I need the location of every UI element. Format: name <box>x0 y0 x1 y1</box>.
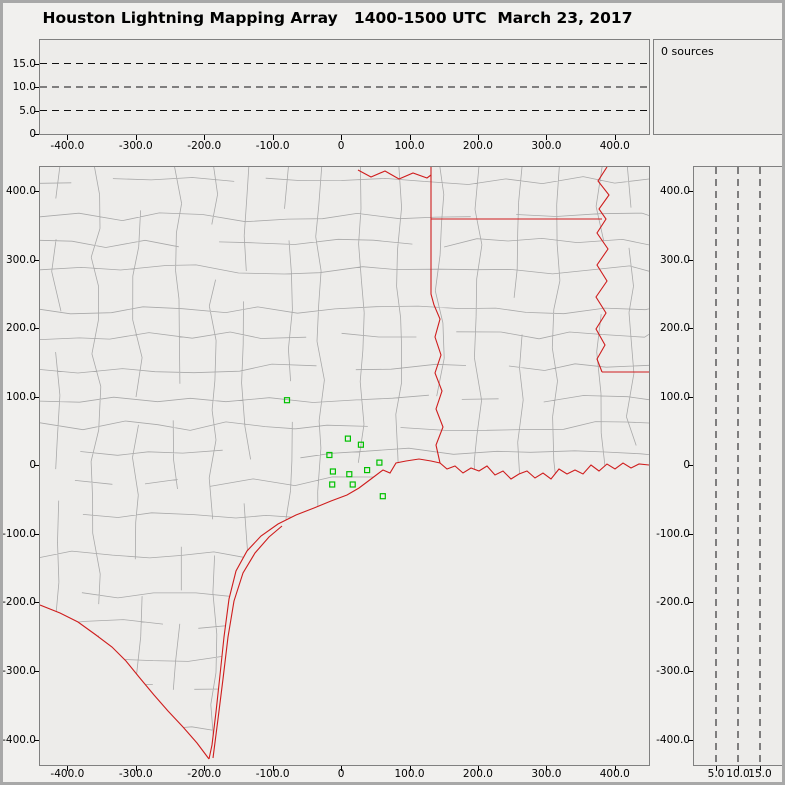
map-x-tick-label: -400.0 <box>50 768 85 780</box>
station-marker <box>364 467 371 474</box>
map-x-tick-label: 400.0 <box>599 768 630 780</box>
ns-panel-y-tick-label: -100.0 <box>656 527 690 540</box>
altitude-x-tick-label: 10.0 <box>726 768 750 780</box>
axis-tick <box>477 766 479 771</box>
axis-tick <box>341 766 343 771</box>
axis-tick <box>341 135 343 140</box>
altitude-y-tick-label: 5.0 <box>19 104 36 117</box>
red-river-boundary <box>357 169 432 180</box>
altitude-vs-east-west-panel[interactable] <box>39 39 650 135</box>
ns-panel-y-tick-label: 0 <box>683 459 690 472</box>
altitude-y-tick-label: 10.0 <box>12 81 36 93</box>
axis-tick <box>409 766 411 771</box>
altitude-y-tick-label: 0 <box>29 128 36 140</box>
ew-km-tick-label: -100.0 <box>255 140 290 152</box>
map-x-tick-label: -300.0 <box>118 768 153 780</box>
axis-tick <box>67 766 69 771</box>
barrier-island-boundary <box>212 525 283 759</box>
station-marker <box>349 481 356 488</box>
page-title: Houston Lightning Mapping Array 1400-150… <box>42 9 633 27</box>
axis-tick <box>546 766 548 771</box>
map-y-tick-label: 0 <box>29 459 36 472</box>
altitude-vs-north-south-panel[interactable] <box>693 166 782 766</box>
axis-tick <box>409 135 411 140</box>
ns-panel-y-tick-label: 100.0 <box>659 390 690 403</box>
station-marker <box>329 468 336 475</box>
station-marker <box>357 441 364 448</box>
map-x-tick-label: 200.0 <box>462 768 493 780</box>
map-x-tick-label: -200.0 <box>187 768 222 780</box>
plan-view-map-panel[interactable] <box>39 166 650 766</box>
altitude-x-tick-label: 5.0 <box>707 768 725 780</box>
axis-tick <box>738 766 739 771</box>
ns-panel-y-tick-label: 200.0 <box>659 322 690 335</box>
sabine-tx-la-boundary <box>430 167 444 464</box>
axis-tick <box>272 135 274 140</box>
map-y-tick-label: -200.0 <box>2 596 36 609</box>
station-marker <box>329 481 336 488</box>
map-x-tick-label: 0 <box>337 768 345 780</box>
state-boundaries <box>40 167 649 760</box>
map-svg <box>40 167 649 760</box>
axis-tick <box>135 766 137 771</box>
station-marker <box>376 459 383 466</box>
ew-km-tick-label: -400.0 <box>50 140 85 152</box>
axis-tick <box>67 135 69 140</box>
axis-tick <box>716 766 717 771</box>
ns-panel-y-tick-label: -400.0 <box>656 733 690 746</box>
map-y-tick-label: -100.0 <box>2 527 36 540</box>
rio-grande-boundary <box>40 604 210 760</box>
axis-tick <box>272 766 274 771</box>
county-mesh-path <box>40 167 649 759</box>
map-y-tick-label: 200.0 <box>5 322 36 335</box>
ns-panel-y-tick-label: -300.0 <box>656 665 690 678</box>
altitude-x-tick-label: 15.0 <box>748 768 772 780</box>
ew-km-tick-label: 400.0 <box>599 140 630 152</box>
map-y-tick-label: 400.0 <box>5 185 36 197</box>
title-bar: Houston Lightning Mapping Array 1400-150… <box>3 3 782 33</box>
ew-km-tick-label: 0 <box>337 140 345 152</box>
ew-km-tick-label: 300.0 <box>531 140 562 152</box>
map-x-tick-label: -100.0 <box>255 768 290 780</box>
map-x-tick-label: 300.0 <box>531 768 562 780</box>
station-marker <box>283 397 291 404</box>
station-marker <box>379 493 386 500</box>
map-y-tick-label: -400.0 <box>2 733 36 746</box>
alt-ew-svg <box>40 63 649 111</box>
axis-tick <box>135 135 137 140</box>
ew-km-tick-label: 100.0 <box>394 140 425 152</box>
axis-tick <box>614 766 616 771</box>
map-y-tick-label: -300.0 <box>2 665 36 678</box>
station-markers <box>283 397 386 500</box>
mississippi-river-boundary <box>595 167 610 373</box>
station-marker <box>326 451 333 459</box>
ns-panel-y-tick-label: 300.0 <box>659 253 690 266</box>
altitude-y-tick-label: 15.0 <box>12 57 36 70</box>
ew-km-tick-label: 200.0 <box>462 140 493 152</box>
axis-tick <box>477 135 479 140</box>
axis-tick <box>614 135 616 140</box>
county-lines <box>40 167 649 759</box>
ew-km-tick-label: -200.0 <box>187 140 222 152</box>
axis-tick <box>204 135 206 140</box>
alt-ns-svg <box>715 167 761 765</box>
ns-panel-y-tick-label: -200.0 <box>656 596 690 609</box>
axis-tick <box>760 766 761 771</box>
map-x-tick-label: 100.0 <box>394 768 425 780</box>
map-y-tick-label: 300.0 <box>5 253 36 266</box>
map-y-tick-label: 100.0 <box>5 390 36 403</box>
axis-tick <box>204 766 206 771</box>
axis-tick <box>546 135 548 140</box>
sources-count-label: 0 sources <box>661 45 714 58</box>
station-marker <box>346 471 353 478</box>
ew-km-tick-label: -300.0 <box>118 140 153 152</box>
coastline-boundary <box>208 458 649 760</box>
station-marker <box>344 435 351 442</box>
source-histogram-panel[interactable]: 0 sources <box>653 39 782 135</box>
ns-panel-y-tick-label: 400.0 <box>659 185 690 197</box>
